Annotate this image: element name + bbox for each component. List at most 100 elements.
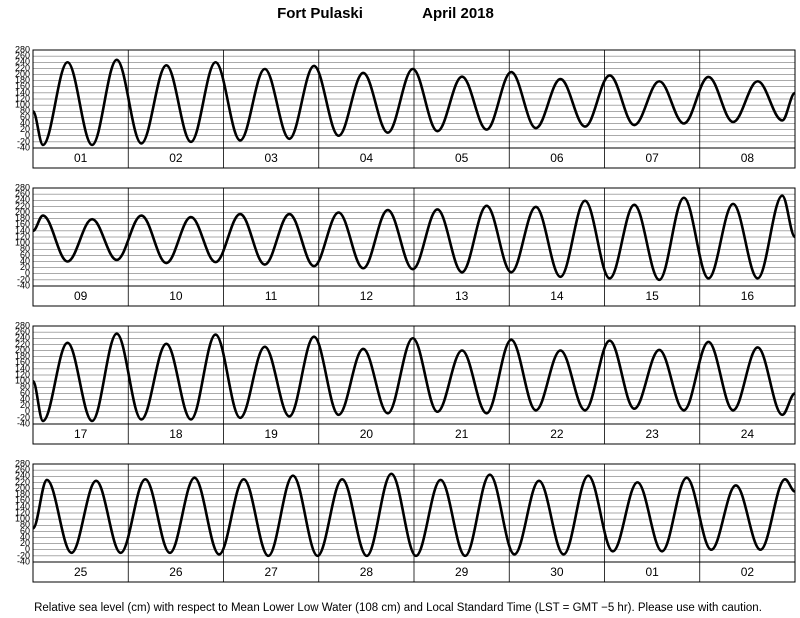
day-label: 22 <box>550 427 564 441</box>
y-tick-label: 80 <box>20 106 30 116</box>
y-tick-label: 40 <box>20 532 30 542</box>
y-tick-label: 280 <box>15 320 30 330</box>
y-tick-label: 40 <box>20 256 30 266</box>
y-tick-label: 220 <box>15 63 30 73</box>
tide-line <box>31 472 796 558</box>
y-tick-label: 100 <box>15 514 30 524</box>
day-label: 07 <box>645 151 659 165</box>
chart-subtitle: April 2018 <box>422 5 494 22</box>
day-label: 16 <box>741 289 755 303</box>
y-tick-label: 260 <box>15 189 30 199</box>
tide-line <box>32 194 797 282</box>
y-tick-label: -40 <box>17 418 30 428</box>
day-label: 13 <box>455 289 469 303</box>
y-tick-label: 40 <box>20 394 30 404</box>
chart-title: Fort Pulaski <box>277 5 363 22</box>
y-tick-label: 60 <box>20 526 30 536</box>
y-tick-label: 200 <box>15 69 30 79</box>
y-tick-label: 60 <box>20 112 30 122</box>
day-label: 01 <box>645 565 659 579</box>
y-tick-label: 80 <box>20 520 30 530</box>
plot-frame <box>32 49 796 169</box>
day-label: 23 <box>645 427 659 441</box>
y-tick-label: -20 <box>17 274 30 284</box>
day-label: 19 <box>264 427 278 441</box>
day-label: 18 <box>169 427 183 441</box>
plot-frame <box>32 187 796 307</box>
y-tick-label: 20 <box>20 538 30 548</box>
day-label: 20 <box>360 427 374 441</box>
y-tick-label: 180 <box>15 489 30 499</box>
y-tick-label: 160 <box>15 81 30 91</box>
day-label: 11 <box>265 289 278 303</box>
y-tick-label: 240 <box>15 471 30 481</box>
y-tick-label: 100 <box>15 238 30 248</box>
y-tick-label: 100 <box>15 376 30 386</box>
y-tick-label: 180 <box>15 351 30 361</box>
y-tick-label: 220 <box>15 477 30 487</box>
day-label: 02 <box>169 151 183 165</box>
y-tick-label: 120 <box>15 231 30 241</box>
day-label: 30 <box>550 565 564 579</box>
y-tick-label: 280 <box>15 44 30 54</box>
y-tick-label: 200 <box>15 345 30 355</box>
y-tick-label: 40 <box>20 118 30 128</box>
day-label: 21 <box>455 427 469 441</box>
y-tick-label: 240 <box>15 195 30 205</box>
y-tick-label: 20 <box>20 124 30 134</box>
y-tick-label: 0 <box>25 406 30 416</box>
y-tick-label: -20 <box>17 550 30 560</box>
day-label: 28 <box>360 565 374 579</box>
y-tick-label: 160 <box>15 219 30 229</box>
y-tick-label: 20 <box>20 400 30 410</box>
y-tick-label: 0 <box>25 268 30 278</box>
y-tick-label: 140 <box>15 501 30 511</box>
day-label: 03 <box>264 151 278 165</box>
y-tick-label: 140 <box>15 225 30 235</box>
y-tick-label: 200 <box>15 207 30 217</box>
day-label: 25 <box>74 565 88 579</box>
y-tick-label: 120 <box>15 93 30 103</box>
y-tick-label: 160 <box>15 357 30 367</box>
day-label: 12 <box>360 289 374 303</box>
y-tick-label: -40 <box>17 280 30 290</box>
day-label: 02 <box>741 565 755 579</box>
day-label: 09 <box>74 289 88 303</box>
day-label: 15 <box>645 289 659 303</box>
day-label: 26 <box>169 565 183 579</box>
footnote: Relative sea level (cm) with respect to … <box>34 602 762 614</box>
y-tick-label: 120 <box>15 507 30 517</box>
y-tick-label: 0 <box>25 544 30 554</box>
y-tick-label: 120 <box>15 369 30 379</box>
y-tick-label: 220 <box>15 339 30 349</box>
day-label: 27 <box>264 565 278 579</box>
y-tick-label: 80 <box>20 244 30 254</box>
y-tick-label: 160 <box>15 495 30 505</box>
y-tick-label: 100 <box>15 100 30 110</box>
y-tick-label: 140 <box>15 87 30 97</box>
day-label: 01 <box>74 151 88 165</box>
day-label: 08 <box>741 151 755 165</box>
y-tick-label: -20 <box>17 136 30 146</box>
y-tick-label: 240 <box>15 333 30 343</box>
y-tick-label: -40 <box>17 556 30 566</box>
day-label: 05 <box>455 151 469 165</box>
y-tick-label: 180 <box>15 213 30 223</box>
y-tick-label: 260 <box>15 327 30 337</box>
y-tick-label: 200 <box>15 483 30 493</box>
y-tick-label: 280 <box>15 182 30 192</box>
y-tick-label: 80 <box>20 382 30 392</box>
y-tick-label: 60 <box>20 388 30 398</box>
tide-line <box>31 58 796 147</box>
y-tick-label: 240 <box>15 57 30 67</box>
tide-line <box>31 332 796 423</box>
day-label: 14 <box>550 289 564 303</box>
y-tick-label: -40 <box>17 142 30 152</box>
plot-frame <box>32 325 796 445</box>
day-label: 10 <box>169 289 183 303</box>
plot-frame <box>32 463 796 583</box>
y-tick-label: 280 <box>15 458 30 468</box>
y-tick-label: 220 <box>15 201 30 211</box>
